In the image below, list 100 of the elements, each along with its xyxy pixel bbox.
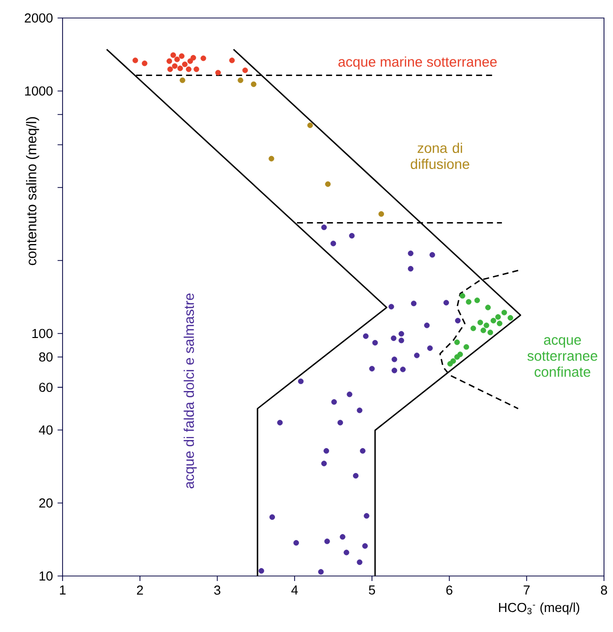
x-tick-label: 1 xyxy=(60,586,66,594)
y-tick-label: 10 xyxy=(40,571,53,581)
point xyxy=(172,63,178,69)
point xyxy=(414,352,420,358)
annotation: acque marine sotterranee xyxy=(338,56,497,70)
point xyxy=(277,420,283,426)
point xyxy=(346,392,352,398)
point xyxy=(495,314,501,320)
point xyxy=(356,559,362,565)
point xyxy=(215,70,221,76)
point xyxy=(392,356,398,362)
point xyxy=(229,58,235,64)
point xyxy=(398,331,404,337)
point xyxy=(324,538,330,544)
point xyxy=(485,304,491,310)
point xyxy=(190,54,196,61)
point xyxy=(268,156,274,162)
point xyxy=(325,181,331,187)
point xyxy=(352,472,359,479)
point xyxy=(182,62,188,68)
point xyxy=(318,569,324,575)
point xyxy=(369,366,375,372)
y-axis-title: contenuto salino (meq/l) xyxy=(26,117,40,266)
point xyxy=(410,300,417,306)
point xyxy=(293,540,299,546)
point xyxy=(488,330,494,336)
annotation: zona di diffusione xyxy=(410,142,470,170)
point xyxy=(349,232,355,239)
point xyxy=(242,68,248,74)
point xyxy=(408,250,414,256)
point xyxy=(400,366,406,372)
y-tick-label: 80 xyxy=(39,352,53,362)
point xyxy=(508,315,514,321)
point xyxy=(337,420,344,426)
point xyxy=(466,299,472,305)
point xyxy=(496,320,502,326)
point xyxy=(177,66,183,72)
point xyxy=(356,408,362,414)
point xyxy=(460,293,466,299)
y-tick-label: 1000 xyxy=(25,86,53,96)
point xyxy=(238,77,244,84)
y-tick-label: 60 xyxy=(39,382,53,392)
point xyxy=(398,338,404,344)
point xyxy=(132,58,138,64)
point xyxy=(258,568,264,574)
point xyxy=(490,318,496,324)
point xyxy=(321,460,327,466)
point xyxy=(174,56,180,62)
y-tick-label: 2000 xyxy=(24,13,53,23)
annotation: acque sotterranee confinate xyxy=(527,337,598,377)
point xyxy=(480,328,486,334)
point xyxy=(464,344,470,350)
point xyxy=(372,340,378,346)
point xyxy=(142,60,148,66)
point xyxy=(474,298,480,304)
point xyxy=(392,368,398,374)
point xyxy=(378,211,384,217)
point xyxy=(324,448,330,454)
x-tick-label: 7 xyxy=(524,586,530,594)
point xyxy=(477,320,484,326)
x-tick-label: 4 xyxy=(291,586,298,594)
point xyxy=(364,513,370,519)
point xyxy=(427,345,433,351)
point xyxy=(390,335,396,342)
point xyxy=(330,240,336,246)
y-tick-label: 100 xyxy=(32,328,53,338)
point xyxy=(454,354,460,360)
point xyxy=(344,550,350,556)
point xyxy=(167,66,173,72)
point xyxy=(180,77,186,84)
point xyxy=(187,58,194,64)
x-tick-label: 3 xyxy=(214,586,220,595)
point xyxy=(360,448,366,454)
y-tick-label: 40 xyxy=(38,425,53,435)
point xyxy=(470,326,476,332)
point xyxy=(250,81,256,88)
annotation: acque di falda dolci e salmastre xyxy=(184,293,197,488)
point xyxy=(408,266,414,272)
point xyxy=(194,66,200,72)
point xyxy=(166,58,172,64)
point xyxy=(170,52,176,58)
x-tick-label: 6 xyxy=(446,586,452,595)
point xyxy=(331,399,337,405)
point xyxy=(447,361,453,367)
point xyxy=(454,339,460,346)
point xyxy=(186,66,192,72)
x-tick-label: 2 xyxy=(136,586,143,595)
point xyxy=(388,304,394,310)
x-axis-title: HCO$_{3}$$^{-}$ (meq/l) xyxy=(499,602,580,615)
point xyxy=(200,55,206,62)
point xyxy=(443,300,450,306)
point xyxy=(424,322,430,328)
point xyxy=(321,224,327,230)
point xyxy=(307,122,313,128)
point xyxy=(501,310,508,316)
point xyxy=(362,333,369,339)
x-tick-label: 5 xyxy=(368,586,376,595)
point xyxy=(362,543,368,549)
line-series xyxy=(439,270,519,410)
y-tick-label: 20 xyxy=(39,498,53,508)
